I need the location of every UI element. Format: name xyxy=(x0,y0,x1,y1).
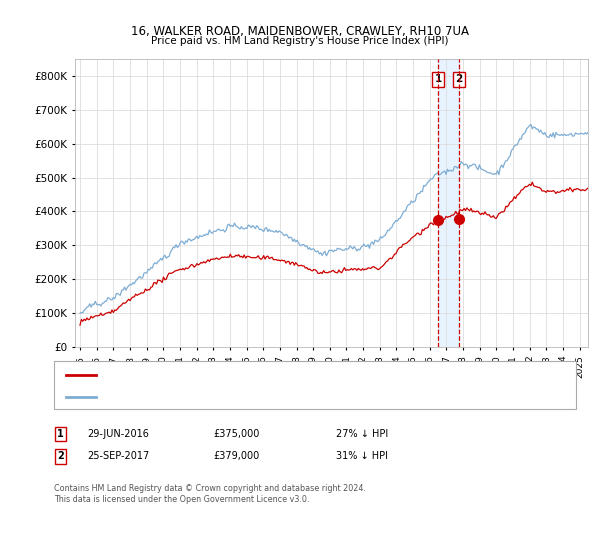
Text: £375,000: £375,000 xyxy=(213,429,259,439)
Text: 2: 2 xyxy=(57,451,64,461)
Text: HPI: Average price, detached house, Crawley: HPI: Average price, detached house, Craw… xyxy=(105,393,309,402)
Text: 27% ↓ HPI: 27% ↓ HPI xyxy=(336,429,388,439)
Bar xyxy=(438,59,459,347)
Text: 25-SEP-2017: 25-SEP-2017 xyxy=(87,451,149,461)
Text: Price paid vs. HM Land Registry's House Price Index (HPI): Price paid vs. HM Land Registry's House … xyxy=(151,36,449,46)
Text: 1: 1 xyxy=(434,74,442,84)
Text: 2: 2 xyxy=(455,74,463,84)
Text: 16, WALKER ROAD, MAIDENBOWER, CRAWLEY, RH10 7UA (detached house): 16, WALKER ROAD, MAIDENBOWER, CRAWLEY, R… xyxy=(105,370,446,379)
Text: 29-JUN-2016: 29-JUN-2016 xyxy=(87,429,149,439)
Text: 1: 1 xyxy=(57,429,64,439)
Text: 16, WALKER ROAD, MAIDENBOWER, CRAWLEY, RH10 7UA: 16, WALKER ROAD, MAIDENBOWER, CRAWLEY, R… xyxy=(131,25,469,38)
Text: 31% ↓ HPI: 31% ↓ HPI xyxy=(336,451,388,461)
Text: Contains HM Land Registry data © Crown copyright and database right 2024.
This d: Contains HM Land Registry data © Crown c… xyxy=(54,484,366,504)
Text: £379,000: £379,000 xyxy=(213,451,259,461)
